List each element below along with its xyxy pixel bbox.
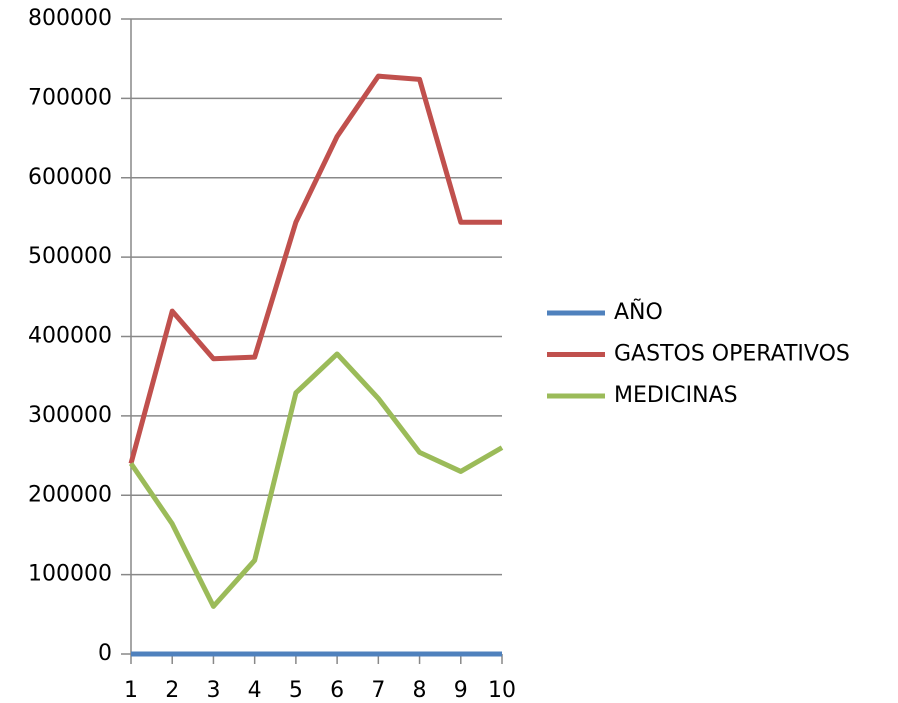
- x-tick-label: 7: [371, 678, 385, 703]
- x-tick-label: 10: [488, 678, 516, 703]
- x-tick-label: 4: [248, 678, 262, 703]
- x-tick-label: 8: [413, 678, 427, 703]
- x-tick-label: 1: [124, 678, 138, 703]
- series-line: [128, 351, 504, 609]
- y-tick-label: 200000: [28, 482, 112, 507]
- series-line: [128, 73, 502, 465]
- x-tick-label: 5: [289, 678, 303, 703]
- y-tick-label: 500000: [28, 244, 112, 269]
- y-tick-label: 600000: [28, 165, 112, 190]
- x-tick-label: 6: [330, 678, 344, 703]
- legend-label: AÑO: [614, 298, 663, 325]
- y-tick-label: 700000: [28, 85, 112, 110]
- legend-label: GASTOS OPERATIVOS: [614, 342, 850, 367]
- y-tick-label: 300000: [28, 403, 112, 428]
- x-tick-label: 2: [165, 678, 179, 703]
- x-tick-label: 9: [454, 678, 468, 703]
- y-tick-label: 100000: [28, 562, 112, 587]
- y-tick-label: 800000: [28, 6, 112, 31]
- y-tick-label: 0: [98, 641, 112, 666]
- y-tick-label: 400000: [28, 324, 112, 349]
- x-tick-label: 3: [206, 678, 220, 703]
- legend-label: MEDICINAS: [614, 383, 738, 408]
